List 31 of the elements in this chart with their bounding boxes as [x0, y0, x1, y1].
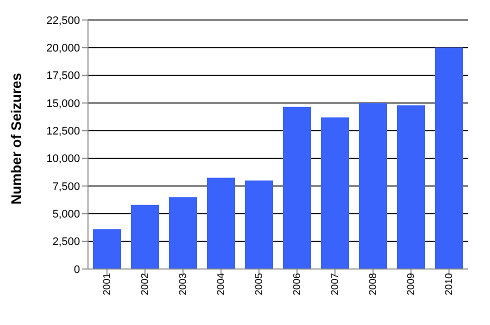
x-tick-label: 2010	[444, 272, 456, 296]
x-tick-label: 2006	[292, 272, 304, 296]
y-tick-label: 7,500	[52, 180, 80, 193]
y-tick-label: 0	[74, 264, 80, 276]
y-tick-label: 12,500	[46, 126, 80, 138]
bar	[359, 103, 387, 269]
x-tick-label: 2004	[216, 272, 228, 296]
bar	[131, 204, 159, 269]
y-tick-label: 15,000	[46, 98, 80, 110]
y-tick-label: 17,500	[46, 70, 80, 82]
x-tick-label: 2003	[178, 272, 190, 296]
bar	[283, 106, 311, 269]
y-tick-label: 20,000	[46, 42, 80, 55]
y-tick-label: 2,500	[52, 236, 80, 248]
bar	[435, 48, 463, 269]
y-tick-label: 10,000	[46, 153, 80, 166]
bar	[245, 180, 273, 269]
bar	[207, 178, 235, 269]
y-axis-title: Number of Seizures	[8, 72, 24, 204]
y-tick-label: 22,500	[46, 14, 80, 27]
x-tick-label: 2002	[140, 272, 152, 296]
x-tick-label: 2001	[102, 272, 114, 296]
x-tick-label: 2005	[254, 272, 266, 296]
bar	[93, 229, 121, 269]
bar	[321, 117, 349, 269]
y-tick-label: 5,000	[52, 208, 80, 221]
x-tick-label: 2009	[406, 272, 418, 296]
x-tick-label: 2008	[368, 272, 380, 296]
x-tick-label: 2007	[330, 272, 342, 296]
bar	[169, 197, 197, 269]
bar	[397, 105, 425, 269]
